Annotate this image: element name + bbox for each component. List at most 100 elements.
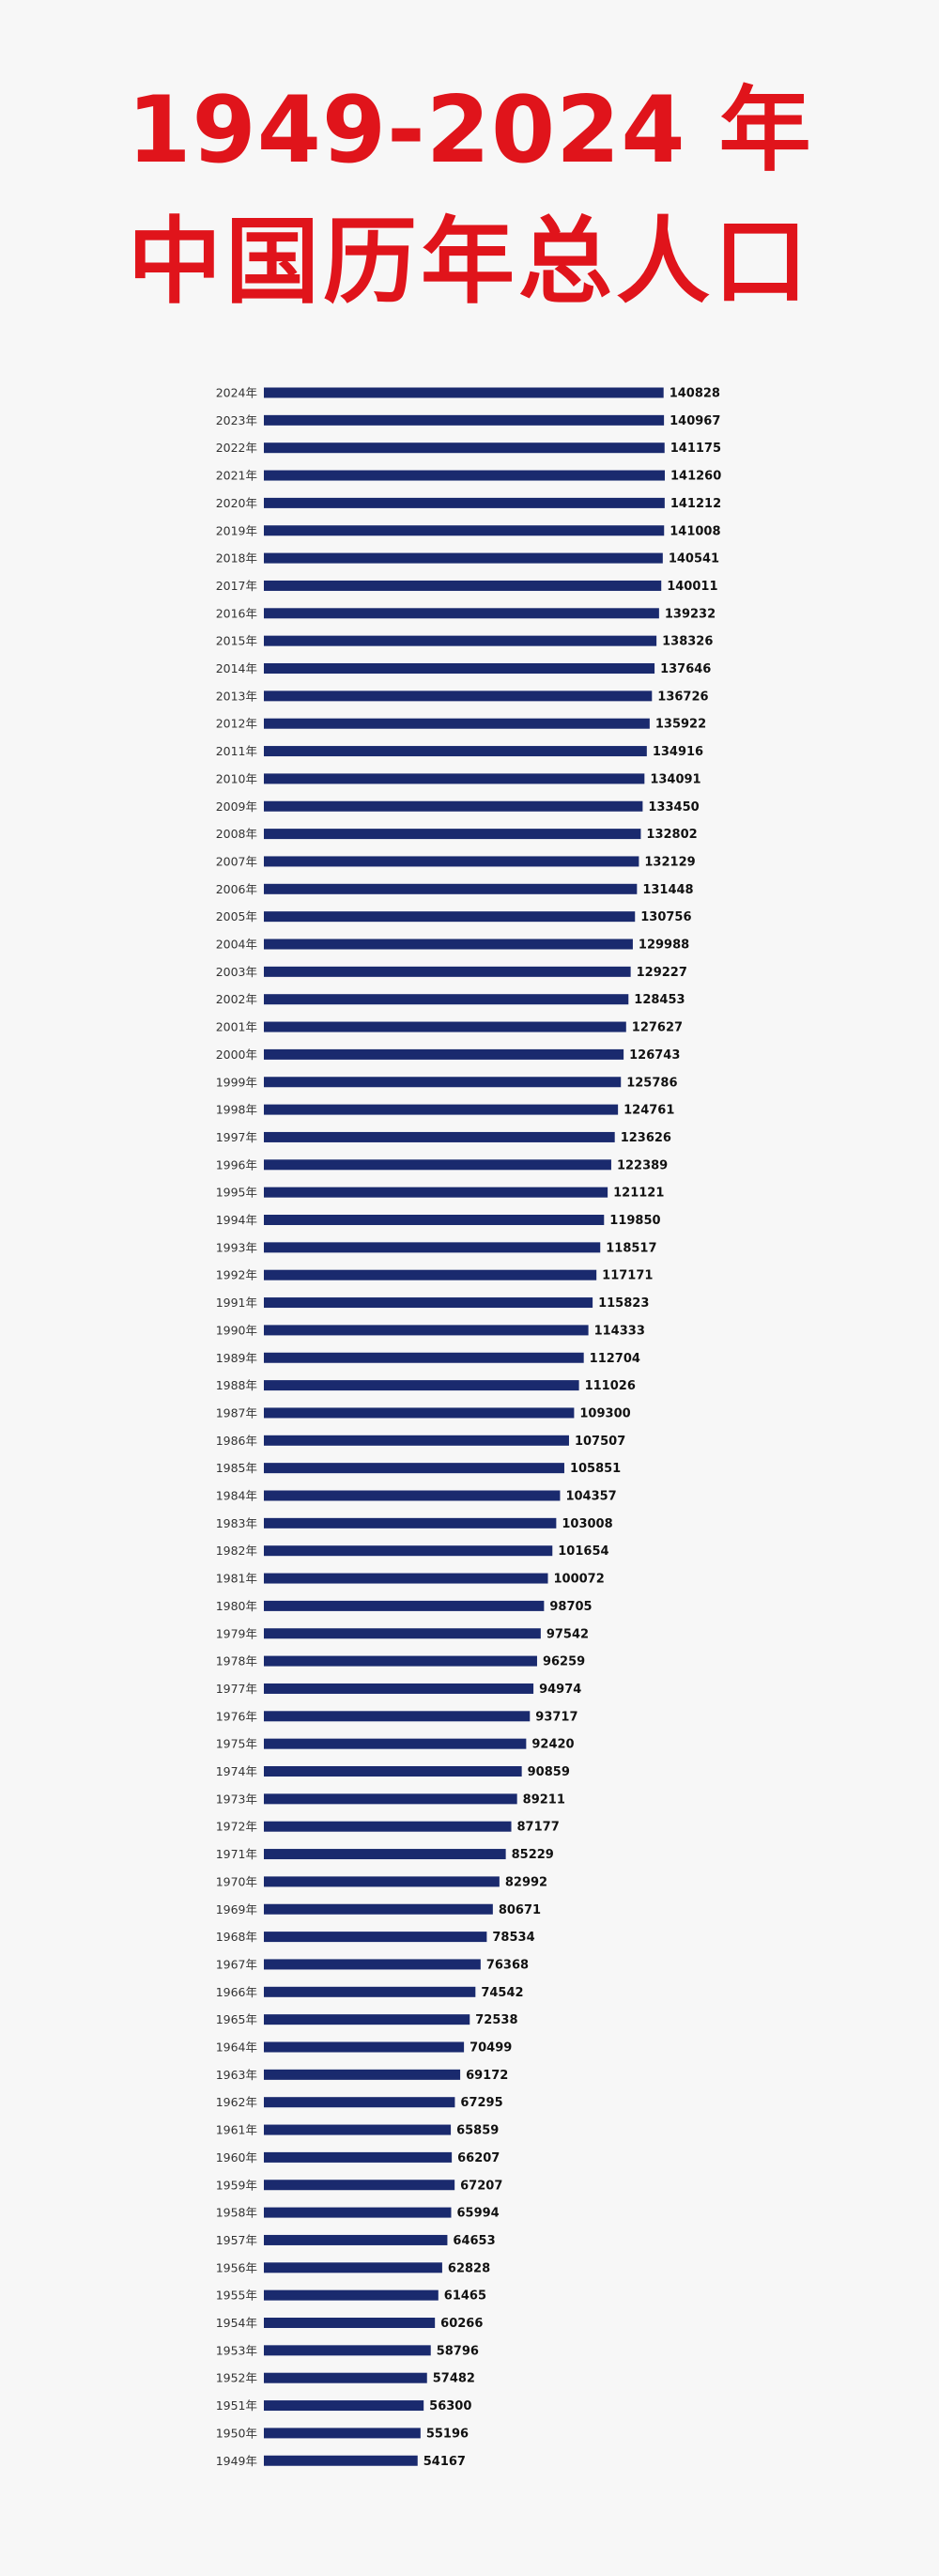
population-bar	[264, 1159, 611, 1171]
year-tick-label: 2017年	[216, 579, 257, 593]
year-tick-label: 1996年	[216, 1157, 257, 1172]
population-bar	[264, 580, 662, 591]
year-tick-label: 1961年	[216, 2123, 257, 2137]
bar-row: 1983年 103008	[216, 1516, 613, 1531]
bar-row: 2013年 136726	[216, 689, 709, 704]
bar-row: 1950年 55196	[216, 2426, 469, 2441]
year-tick-label: 1982年	[216, 1544, 257, 1558]
population-bar	[264, 1242, 601, 1253]
population-bar	[264, 608, 659, 619]
population-bar	[264, 1573, 548, 1584]
year-tick-label: 1988年	[216, 1378, 257, 1392]
population-bar	[264, 442, 665, 454]
population-value-label: 126743	[629, 1048, 680, 1063]
population-value-label: 121121	[613, 1187, 664, 1201]
population-value-label: 134091	[650, 772, 700, 786]
population-value-label: 67207	[460, 2179, 502, 2193]
population-bar	[264, 1600, 545, 1611]
bar-row: 1958年 65994	[216, 2206, 500, 2221]
population-value-label: 87177	[517, 1821, 560, 1835]
year-tick-label: 1972年	[216, 1820, 257, 1834]
year-tick-label: 1967年	[216, 1957, 257, 1971]
bar-row: 1969年 80671	[216, 1902, 541, 1917]
population-bar	[264, 1435, 569, 1446]
population-bar	[264, 1711, 531, 1722]
year-tick-label: 2004年	[216, 938, 257, 952]
population-bar	[264, 2262, 442, 2273]
population-bar	[264, 939, 633, 950]
year-tick-label: 1975年	[216, 1737, 257, 1751]
year-tick-label: 2015年	[216, 634, 257, 648]
population-value-label: 67295	[460, 2096, 502, 2110]
year-tick-label: 1959年	[216, 2178, 257, 2192]
year-tick-label: 1955年	[216, 2289, 257, 2303]
population-value-label: 100072	[553, 1573, 604, 1587]
population-bar	[264, 1986, 476, 1997]
year-tick-label: 1994年	[216, 1213, 257, 1227]
population-bar	[264, 525, 665, 536]
population-value-label: 140967	[670, 414, 720, 428]
population-value-label: 141175	[670, 442, 721, 456]
bar-row: 2002年 128453	[216, 992, 685, 1007]
population-value-label: 119850	[609, 1214, 660, 1228]
year-tick-label: 2023年	[216, 413, 257, 427]
bar-row: 2007年 132129	[216, 854, 696, 869]
year-tick-label: 1981年	[216, 1572, 257, 1586]
bar-row: 1967年 76368	[216, 1957, 529, 1972]
year-tick-label: 1977年	[216, 1682, 257, 1696]
bar-row: 1955年 61465	[216, 2289, 486, 2304]
population-bar	[264, 1297, 593, 1309]
year-tick-label: 1980年	[216, 1599, 257, 1613]
bar-row: 1993年 118517	[216, 1240, 657, 1255]
bar-row: 2012年 135922	[216, 717, 706, 732]
year-tick-label: 1962年	[216, 2095, 257, 2109]
population-value-label: 94974	[539, 1683, 581, 1697]
year-tick-label: 2008年	[216, 827, 257, 841]
bar-row: 2011年 134916	[216, 744, 703, 759]
bar-row: 2017年 140011	[216, 579, 718, 594]
bar-row: 1985年 105851	[216, 1461, 622, 1476]
population-bar	[264, 1021, 626, 1032]
population-bar	[264, 1269, 597, 1280]
population-bar	[264, 1490, 561, 1501]
year-tick-label: 1949年	[216, 2454, 257, 2468]
population-bar	[264, 1876, 500, 1887]
year-tick-label: 1986年	[216, 1434, 257, 1448]
year-tick-label: 2003年	[216, 965, 257, 979]
bar-row: 1954年 60266	[216, 2316, 484, 2331]
bar-row: 2023年 140967	[216, 413, 721, 428]
bar-row: 1989年 112704	[216, 1351, 640, 1366]
population-value-label: 124761	[623, 1104, 674, 1118]
population-bar	[264, 1628, 541, 1639]
bar-row: 2003年 129227	[216, 965, 687, 980]
population-value-label: 140541	[669, 552, 719, 566]
year-tick-label: 1992年	[216, 1268, 257, 1282]
population-value-label: 112704	[590, 1352, 640, 1366]
population-value-label: 138326	[662, 635, 713, 649]
population-value-label: 97542	[546, 1627, 589, 1641]
population-value-label: 117171	[602, 1269, 653, 1283]
bar-row: 1975年 92420	[216, 1737, 575, 1752]
bar-row: 1965年 72538	[216, 2012, 518, 2027]
population-value-label: 140011	[667, 580, 717, 594]
year-tick-label: 1974年	[216, 1764, 257, 1778]
population-value-label: 56300	[429, 2399, 471, 2413]
population-bar	[264, 1683, 534, 1694]
year-tick-label: 1987年	[216, 1405, 257, 1420]
bar-row: 2024年 140828	[216, 386, 720, 401]
year-tick-label: 1952年	[216, 2371, 257, 2385]
population-bar	[264, 1766, 522, 1777]
population-bar	[264, 718, 650, 729]
population-value-label: 65994	[456, 2207, 499, 2221]
bar-row: 1988年 111026	[216, 1378, 636, 1393]
population-bar	[264, 1407, 575, 1419]
year-tick-label: 1950年	[216, 2426, 257, 2440]
year-tick-label: 1997年	[216, 1130, 257, 1144]
population-value-label: 85229	[512, 1848, 554, 1862]
population-bar	[264, 2318, 436, 2328]
population-value-label: 130756	[640, 910, 691, 924]
population-bar	[264, 994, 629, 1005]
bar-row: 1998年 124761	[216, 1103, 675, 1118]
population-bar	[264, 1738, 527, 1749]
bar-row: 2008年 132802	[216, 827, 698, 842]
